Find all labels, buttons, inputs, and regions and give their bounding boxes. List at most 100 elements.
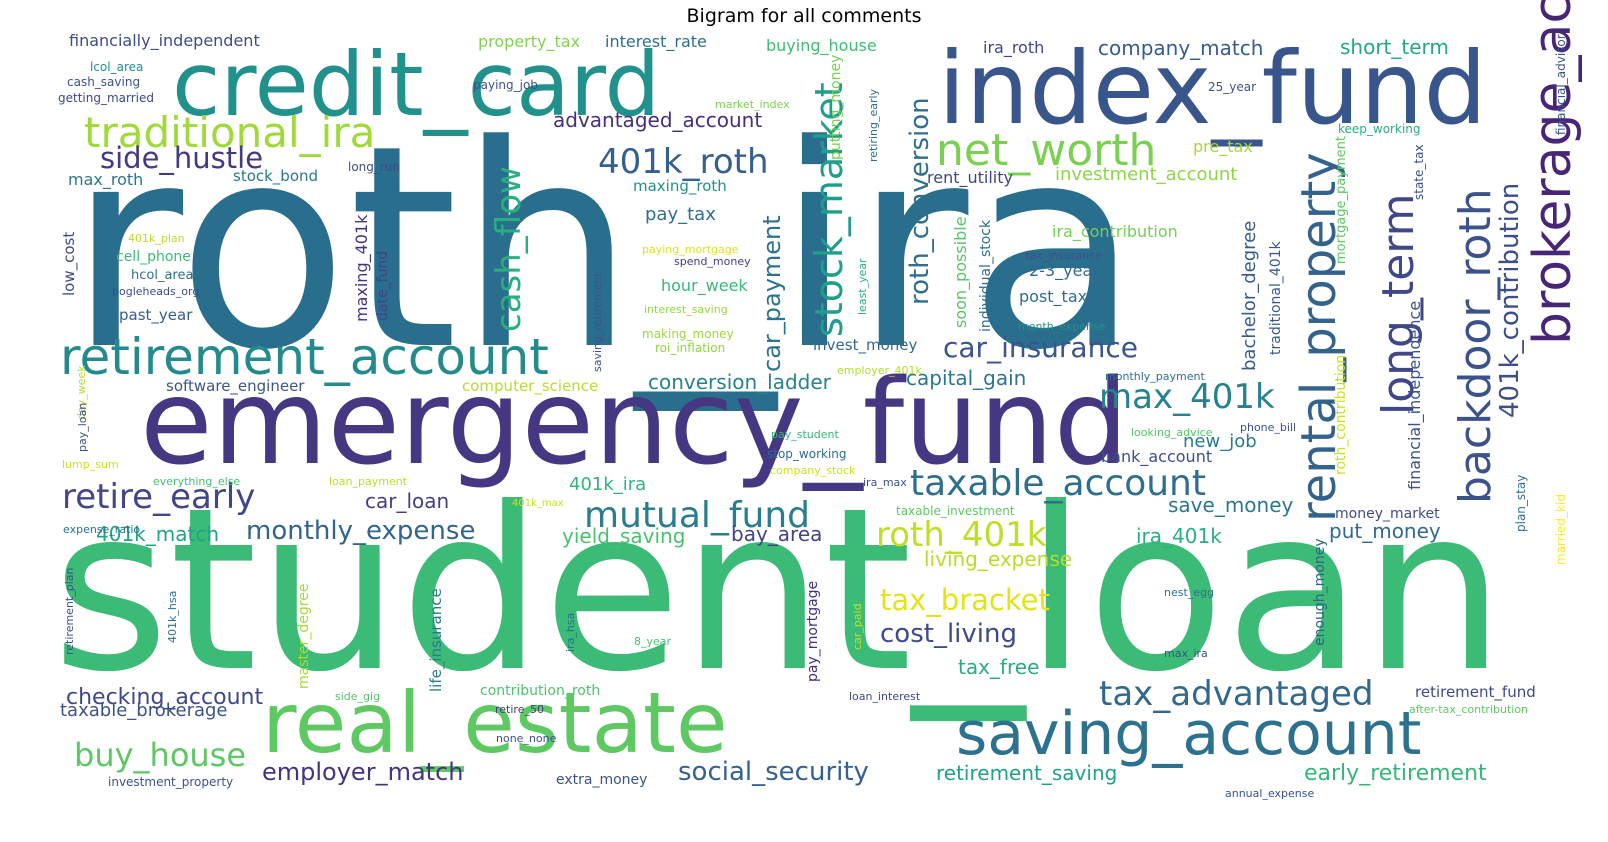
cloud-word: cash_flow: [489, 166, 529, 332]
cloud-word: brokerage_account: [1523, 0, 1583, 345]
cloud-word: taxable_investment: [896, 504, 1015, 518]
cloud-word: lcol_area: [90, 60, 143, 74]
cloud-word: roth_conversion: [905, 97, 935, 305]
cloud-word: save_money: [1168, 493, 1294, 517]
cloud-word: ira_401k: [1136, 524, 1222, 548]
cloud-word: roth_ira: [68, 86, 1140, 415]
cloud-word: financial_independence: [1405, 301, 1425, 490]
cloud-word: invest_money: [813, 336, 918, 355]
cloud-word: state_tax: [1412, 144, 1426, 200]
cloud-word: money_market: [1335, 506, 1440, 522]
cloud-word: ira_contribution: [1052, 222, 1178, 242]
cloud-word: looking_advice: [1131, 426, 1213, 439]
cloud-word: retirement_fund: [1415, 683, 1536, 702]
cloud-word: low_cost: [60, 232, 79, 296]
cloud-word: living_expense: [924, 547, 1072, 571]
cloud-word: rental_property: [1291, 152, 1347, 522]
cloud-word: keep_working: [1338, 122, 1421, 136]
cloud-word: everything_else: [153, 475, 240, 488]
cloud-word: 401k_plan: [128, 232, 185, 245]
cloud-word: 401k_max: [512, 498, 564, 509]
cloud-word: pre_tax: [1193, 137, 1253, 157]
cloud-word: social_security: [678, 757, 869, 787]
cloud-word: 401k_hsa: [166, 591, 179, 643]
cloud-word: computer_science: [462, 377, 598, 396]
cloud-word: capital_gain: [906, 366, 1026, 390]
cloud-word: traditional_ira: [84, 108, 375, 157]
cloud-word: paying_job: [473, 78, 538, 92]
cloud-word: long_term: [1373, 194, 1424, 415]
cloud-word: ira_max: [863, 476, 907, 489]
cloud-word: property_tax: [478, 32, 580, 52]
cloud-word: student_loan: [52, 460, 1505, 722]
cloud-word: buy_house: [74, 736, 246, 774]
cloud-word: net_worth: [936, 125, 1156, 176]
cloud-word: 401k_roth: [598, 142, 769, 182]
cloud-word: saving_retirement: [591, 272, 604, 372]
cloud-word: post_tax: [1019, 287, 1087, 307]
cloud-word: max_401k: [1099, 377, 1275, 417]
cloud-word: side_gig: [335, 690, 380, 703]
cloud-word: software_engineer: [166, 377, 305, 396]
cloud-word: hour_week: [661, 276, 748, 296]
cloud-word: employer_401k: [837, 364, 923, 377]
cloud-word: index_fund: [938, 30, 1487, 147]
cloud-word: monthly_payment: [1105, 370, 1205, 383]
cloud-word: phone_bill: [1240, 421, 1296, 434]
cloud-word: roth_401k: [876, 515, 1047, 555]
cloud-word: married_kid: [1554, 494, 1568, 565]
cloud-word: checking_account: [66, 685, 263, 710]
cloud-word: credit_card: [172, 33, 660, 136]
cloud-word: mortgage_payment: [1334, 136, 1349, 264]
cloud-word: real_estate: [262, 674, 728, 772]
cloud-word: after-tax_contribution: [1409, 703, 1528, 716]
cloud-word: car_insurance: [943, 331, 1138, 364]
cloud-word: investment_property: [108, 775, 233, 789]
cloud-word: extra_money: [556, 772, 647, 788]
cloud-word: emergency_fund: [140, 353, 1129, 491]
cloud-word: loan_interest: [849, 690, 921, 703]
cloud-word: retire_early: [62, 477, 255, 517]
cloud-word: maxing_roth: [633, 177, 727, 196]
cloud-word: buying_house: [766, 36, 877, 56]
cloud-word: soon_possible: [951, 216, 971, 328]
cloud-word: max_ira: [1164, 647, 1208, 660]
cloud-word: individual_stock: [978, 219, 994, 332]
chart-title: Bigram for all comments: [686, 5, 922, 27]
cloud-word: ira_hsa: [564, 613, 577, 652]
cloud-word: market_index: [715, 98, 790, 111]
cloud-word: advantaged_account: [553, 108, 762, 132]
cloud-word: bachelor_degree: [1239, 221, 1260, 371]
cloud-word: roth_contribution: [1333, 355, 1349, 475]
cloud-word: interest_rate: [605, 32, 707, 52]
cloud-word: 8_year: [634, 635, 672, 648]
cloud-word: tax_bracket: [880, 583, 1050, 617]
cloud-word: putting_money: [828, 55, 844, 160]
cloud-word: retirement_saving: [936, 761, 1117, 785]
cloud-word: hcol_area: [131, 268, 193, 283]
cloud-word: backdoor_roth: [1450, 188, 1501, 504]
cloud-word: rent_utility: [927, 168, 1013, 188]
cloud-word: loan_payment: [329, 475, 408, 488]
cloud-word: roi_inflation: [655, 341, 725, 355]
cloud-word: max_roth: [68, 170, 143, 190]
cloud-word: new_job: [1183, 431, 1257, 452]
cloud-word: cash_saving: [67, 75, 140, 89]
cloud-word: mutual_fund: [584, 495, 810, 536]
cloud-word: side_hustle: [100, 141, 263, 175]
cloud-word: investment_account: [1055, 164, 1237, 185]
cloud-word: spend_money: [674, 255, 751, 268]
cloud-word: ira_roth: [983, 38, 1044, 58]
cloud-word: short_term: [1340, 35, 1449, 59]
cloud-word: pay_mortgage: [805, 581, 821, 682]
cloud-word: least_year: [856, 258, 869, 315]
cloud-word: bank_account: [1101, 447, 1212, 467]
cloud-word: yield_saving: [562, 524, 685, 548]
cloud-word: financially_independent: [69, 31, 260, 51]
cloud-word: lump_sum: [62, 458, 119, 471]
cloud-word: 401k_contribution: [1495, 183, 1525, 418]
cloud-word: pay_student: [771, 428, 839, 441]
cloud-word: company_stock: [770, 464, 856, 477]
cloud-word: expense_ratio: [63, 523, 140, 536]
cloud-word: nest_egg: [1164, 586, 1214, 599]
